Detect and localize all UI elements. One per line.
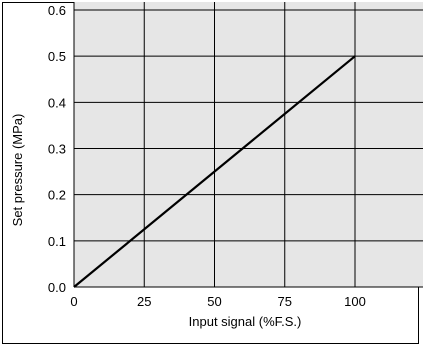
y-tick-label: 0.1 [48, 234, 66, 249]
y-tick-label: 0.4 [48, 95, 66, 110]
x-tick-label: 50 [207, 294, 221, 309]
y-tick-label: 0.3 [48, 142, 66, 157]
x-tick-labels: 0 25 50 75 100 [70, 294, 365, 309]
x-tick-label: 0 [70, 294, 77, 309]
series-line [73, 55, 356, 288]
x-tick-label: 100 [344, 294, 366, 309]
y-axis-label: Set pressure (MPa) [10, 114, 25, 227]
grid [73, 2, 423, 288]
y-tick-label: 0.5 [48, 49, 66, 64]
y-tick-label: 0.6 [48, 3, 66, 18]
series-group [73, 55, 356, 288]
x-axis-label: Input signal (%F.S.) [189, 314, 302, 329]
x-tick-label: 75 [278, 294, 292, 309]
y-tick-label: 0.0 [48, 280, 66, 295]
y-tick-labels: 0.0 0.1 0.2 0.3 0.4 0.5 0.6 [48, 3, 66, 295]
y-tick-label: 0.2 [48, 188, 66, 203]
x-tick-label: 25 [137, 294, 151, 309]
